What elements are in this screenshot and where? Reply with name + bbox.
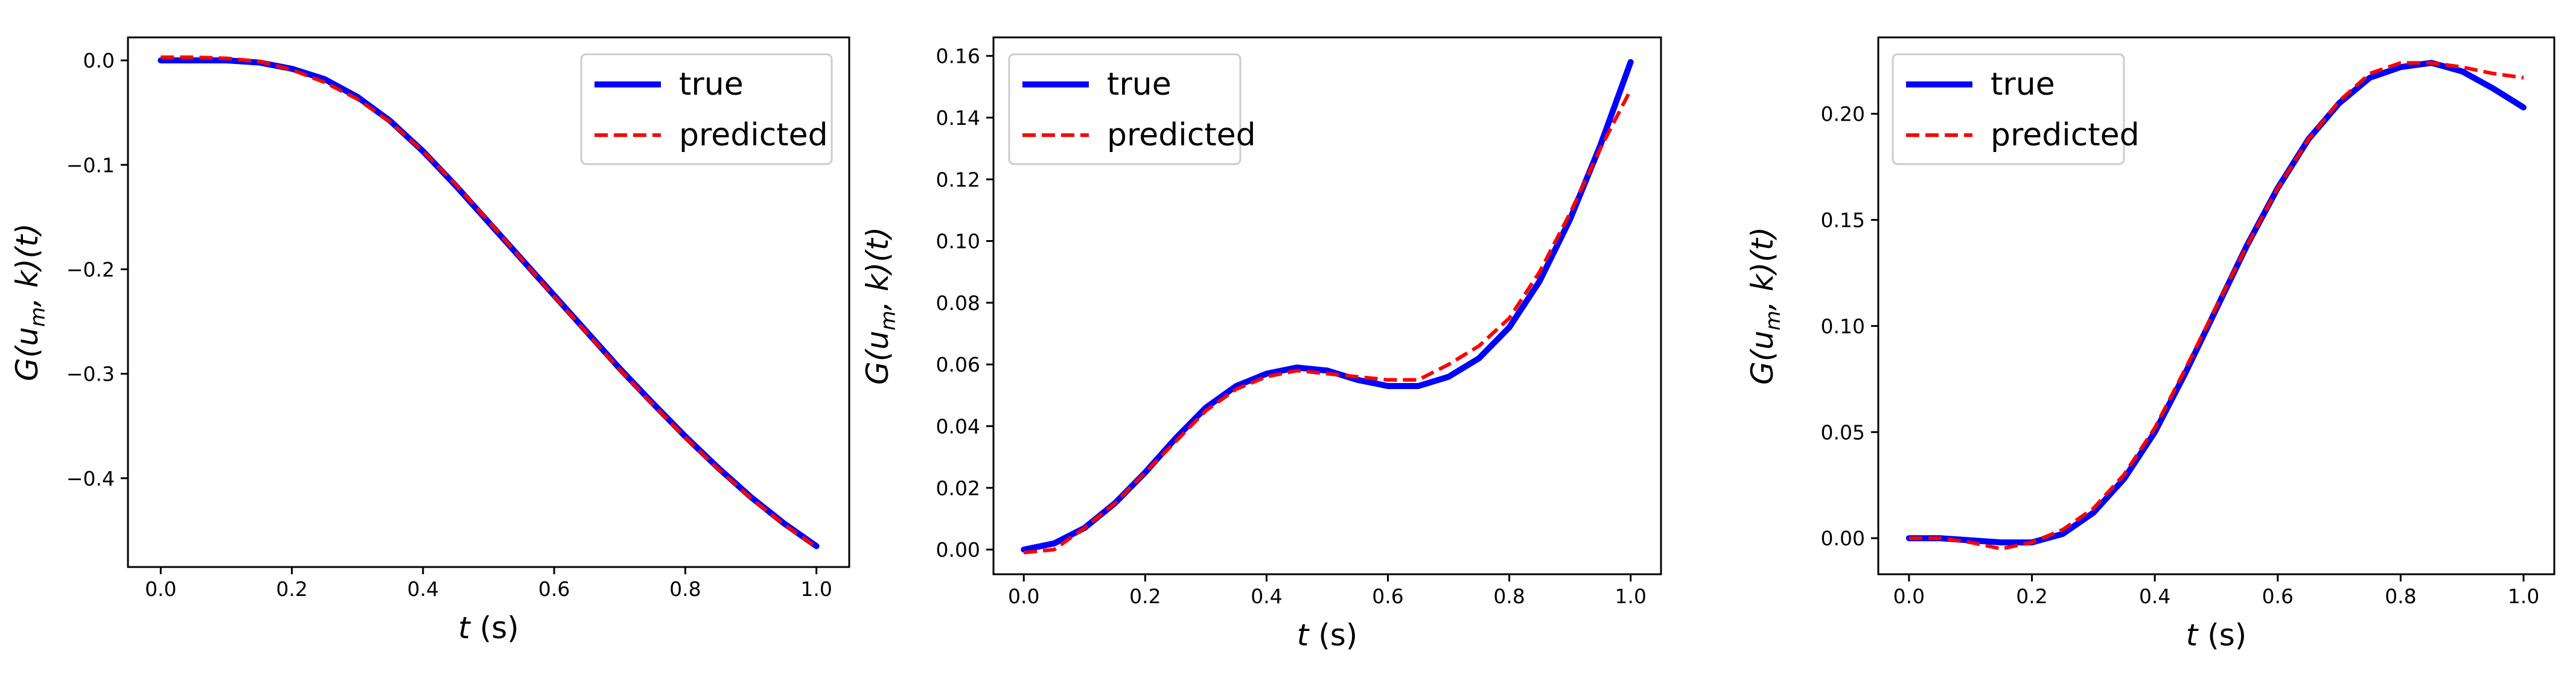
legend-label-true: true <box>1107 66 1172 103</box>
y-tick-label: 0.00 <box>1821 527 1865 550</box>
series-line-predicted <box>1023 89 1633 555</box>
y-axis-label-g: G( <box>860 348 895 385</box>
legend-label-true: true <box>1991 66 2055 103</box>
x-tick-label: 0.4 <box>2139 585 2170 608</box>
x-tick-label: 1.0 <box>1615 585 1646 608</box>
legend-label-predicted: predicted <box>1991 117 2140 153</box>
y-tick-label: 0.12 <box>936 168 980 191</box>
x-tick-label: 0.2 <box>2016 585 2047 608</box>
x-tick-label: 0.2 <box>1129 585 1161 608</box>
chart-panel-3: 0.0 0.2 0.4 0.6 0.8 1.0 0.00 0.05 0.10 0.15 0.20 t … <box>1745 36 2555 653</box>
y-tick-label: 0.20 <box>1821 103 1865 126</box>
y-axis-label: G(um, k)(t) <box>860 227 901 385</box>
legend: true predicted <box>580 53 833 165</box>
y-tick-label: 0.00 <box>936 538 980 562</box>
x-axis-label-unit: (s) <box>470 610 519 645</box>
y-axis-label-u: u <box>1745 331 1780 350</box>
x-tick-label: 1.0 <box>2508 585 2539 608</box>
y-axis-label-subscript: m <box>26 307 50 327</box>
x-tick-label: 0.4 <box>407 577 439 601</box>
x-tick-label: 0.6 <box>2262 585 2294 608</box>
y-axis-label: G(um, k)(t) <box>1745 227 1785 385</box>
x-axis-label: t (s) <box>1297 618 1358 653</box>
x-tick-label: 0.0 <box>145 577 176 601</box>
x-tick-label: 0.0 <box>1008 585 1039 608</box>
x-axis-label-var: t <box>1297 618 1310 653</box>
x-tick-label: 0.8 <box>669 577 701 601</box>
x-axis-label-unit: (s) <box>2198 618 2246 653</box>
y-tick-label: 0.04 <box>936 414 980 438</box>
legend-label-true: true <box>679 66 744 103</box>
y-tick-label: −0.4 <box>66 467 115 490</box>
legend: true predicted <box>1892 53 2140 165</box>
y-axis-label-u: u <box>10 327 45 346</box>
y-tick-label: 0.02 <box>936 477 980 500</box>
x-axis-label: t (s) <box>458 610 519 645</box>
x-axis-label: t (s) <box>2186 618 2247 653</box>
axes-frame <box>127 36 850 568</box>
x-tick-label: 0.0 <box>1893 585 1925 608</box>
x-tick-label: 0.4 <box>1251 585 1282 608</box>
y-axis-label-rest: , k)(t) <box>860 227 895 311</box>
y-axis-label-rest: , k)(t) <box>10 223 45 307</box>
x-axis-label-unit: (s) <box>1309 618 1357 653</box>
legend-label-predicted: predicted <box>1107 117 1256 153</box>
legend-label-predicted: predicted <box>679 117 828 153</box>
y-axis-label-g: G( <box>1745 348 1780 385</box>
axes-frame <box>992 36 1662 575</box>
y-tick-label: 0.16 <box>936 45 980 68</box>
y-axis-label-g: G( <box>10 344 45 381</box>
y-tick-label: 0.14 <box>936 106 980 130</box>
x-tick-label: 0.6 <box>538 577 570 601</box>
chart-panel-2: 0.0 0.2 0.4 0.6 0.8 1.0 0.00 0.02 0.04 0.06 0.08 0.… <box>860 36 1662 653</box>
legend: true predicted <box>1008 53 1256 165</box>
y-axis-label-rest: , k)(t) <box>1745 227 1780 311</box>
y-tick-label: 0.08 <box>936 291 980 315</box>
x-tick-label: 0.8 <box>2385 585 2416 608</box>
x-axis-label-var: t <box>458 610 471 645</box>
y-tick-label: −0.3 <box>66 363 115 386</box>
y-tick-label: 0.15 <box>1821 209 1865 232</box>
series-line-predicted <box>1908 61 2524 551</box>
y-tick-label: −0.2 <box>66 258 115 281</box>
x-axis-label-var: t <box>2186 618 2199 653</box>
y-axis-label: G(um, k)(t) <box>10 223 50 381</box>
series-line-predicted <box>161 55 818 549</box>
chart-panel-1: 0.0 0.2 0.4 0.6 0.8 1.0 0.0 −0.1 −0.2 −0.3 −0.4 t (… <box>10 36 850 645</box>
y-tick-label: −0.1 <box>66 153 115 177</box>
y-axis-label-subscript: m <box>1761 311 1785 331</box>
axes-frame <box>1877 36 2555 575</box>
x-tick-label: 0.2 <box>276 577 307 601</box>
y-axis-label-u: u <box>860 331 895 350</box>
y-tick-label: 0.05 <box>1821 420 1865 444</box>
y-tick-label: 0.06 <box>936 353 980 376</box>
y-tick-label: 0.10 <box>1821 314 1865 338</box>
x-tick-label: 0.6 <box>1372 585 1403 608</box>
x-tick-label: 1.0 <box>800 577 832 601</box>
x-tick-label: 0.8 <box>1493 585 1525 608</box>
y-axis-label-subscript: m <box>876 311 901 331</box>
y-tick-label: 0.0 <box>83 49 115 72</box>
y-tick-label: 0.10 <box>936 230 980 253</box>
